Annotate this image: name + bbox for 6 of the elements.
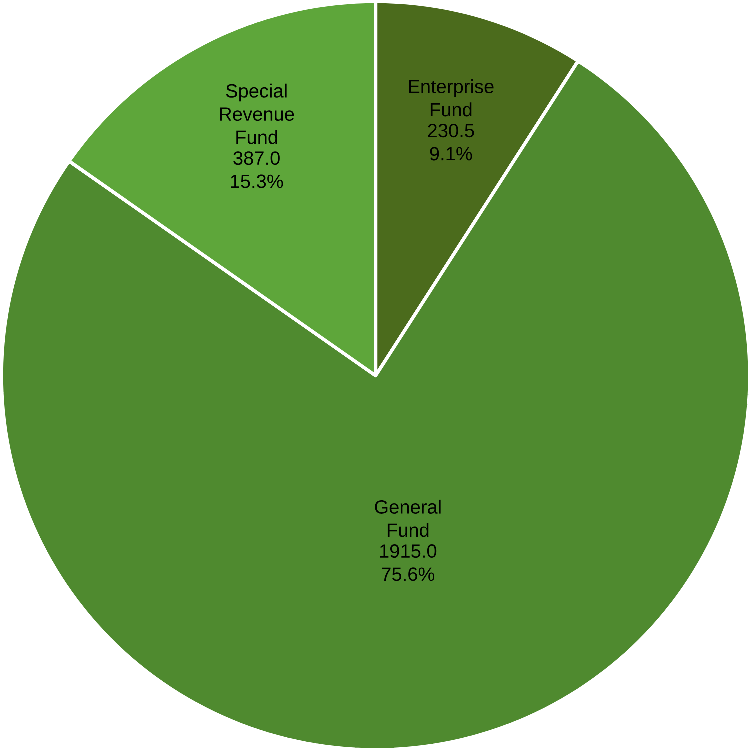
data-label: 230.5 9.1%	[428, 124, 474, 161]
slice-label: General Fund	[375, 500, 441, 538]
slice-label: Enterprise Fund	[409, 80, 494, 117]
data-label: 387.0 15.3%	[231, 152, 284, 188]
data-label: 1915.0 75.6%	[380, 544, 437, 582]
slice-label: Special Revenue Fund	[220, 84, 294, 144]
